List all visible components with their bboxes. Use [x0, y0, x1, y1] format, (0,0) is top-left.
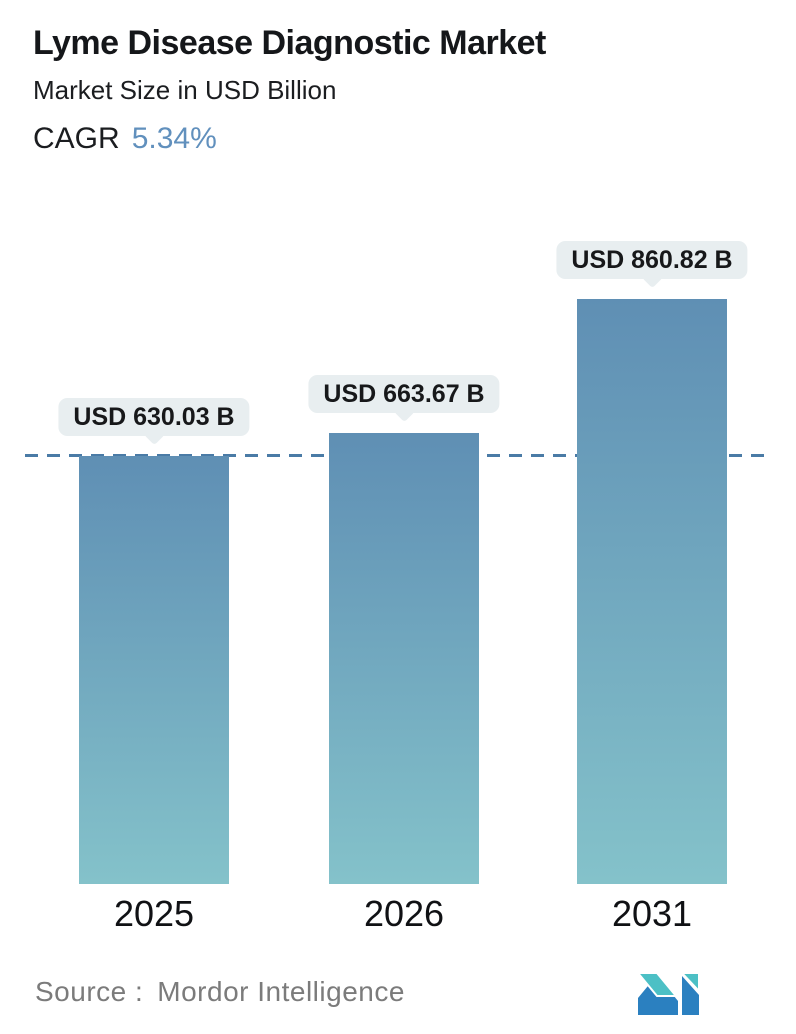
mordor-intelligence-logo: [636, 972, 700, 1015]
cagr-value: 5.34%: [131, 121, 217, 155]
bar-2025: [79, 456, 229, 884]
source-value: Mordor Intelligence: [157, 976, 405, 1007]
source-text: Source : Mordor Intelligence: [35, 976, 405, 1008]
chart-header: Lyme Disease Diagnostic Market Market Si…: [33, 22, 763, 155]
cagr-line: CAGR 5.34%: [33, 122, 763, 155]
x-axis-label-2026: 2026: [363, 893, 445, 934]
cagr-label: CAGR: [33, 121, 120, 155]
page-title: Lyme Disease Diagnostic Market: [33, 24, 546, 62]
callout-pointer: [143, 423, 165, 446]
callout-pointer: [393, 400, 415, 423]
bar-2031: [577, 299, 727, 884]
source-label: Source :: [35, 976, 144, 1007]
chart-subtitle: Market Size in USD Billion: [33, 74, 337, 105]
x-axis-label-2031: 2031: [611, 893, 693, 934]
value-callout-2025: USD 630.03 B: [58, 398, 250, 446]
value-callout-2031: USD 860.82 B: [556, 241, 748, 289]
callout-pointer: [641, 266, 663, 289]
bar-2026: [329, 433, 479, 884]
value-callout-2026: USD 663.67 B: [308, 375, 500, 423]
x-axis-label-2025: 2025: [113, 893, 195, 934]
